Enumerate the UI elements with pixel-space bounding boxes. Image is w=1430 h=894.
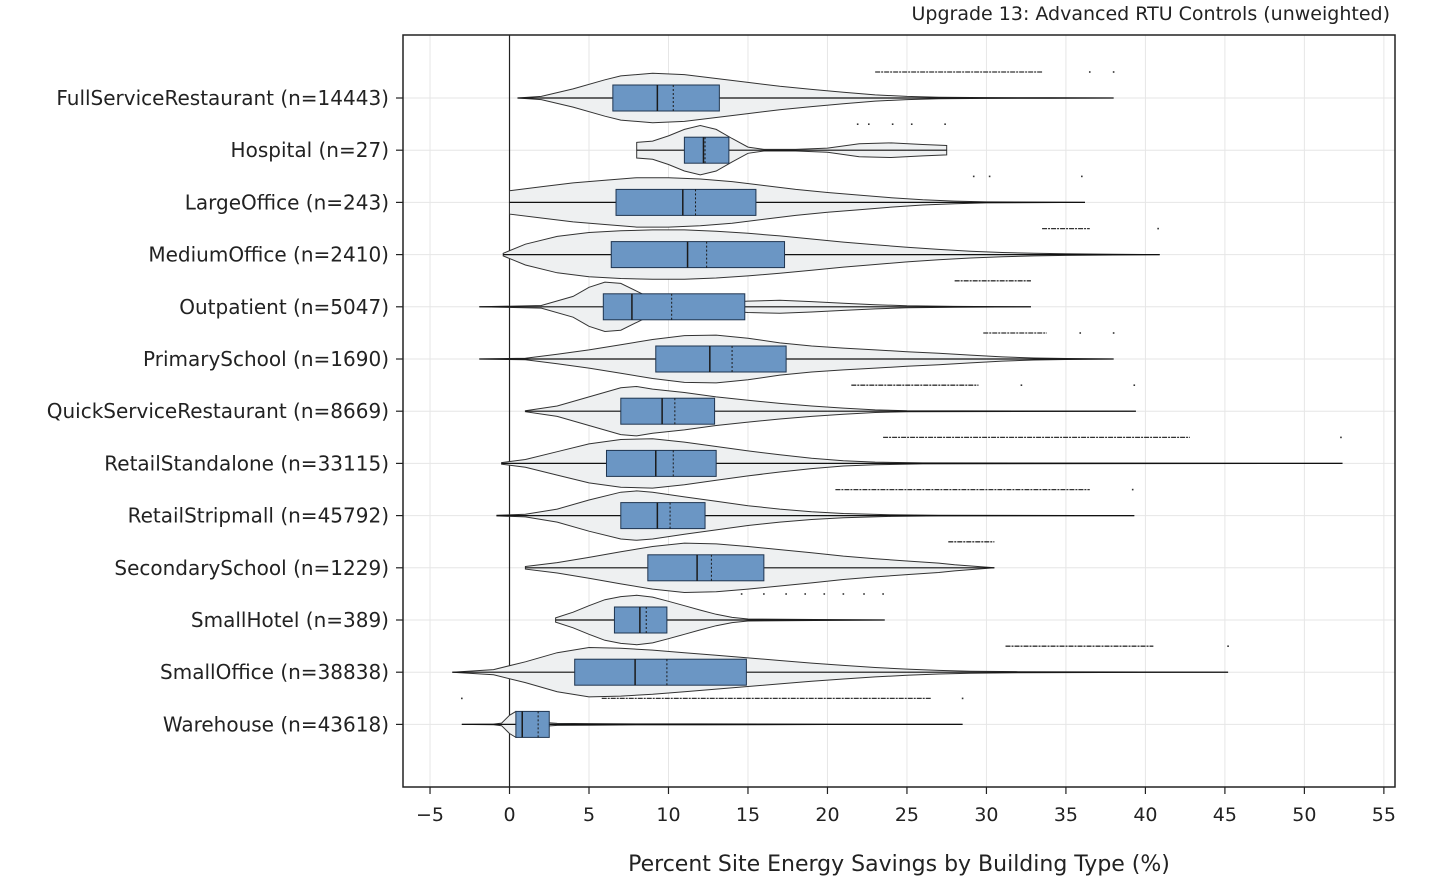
x-tick-label: −5 — [416, 804, 444, 826]
outlier-point — [910, 123, 913, 125]
iqr-box — [683, 136, 730, 164]
x-tick-label: 50 — [1292, 804, 1316, 826]
category-label: QuickServiceRestaurant (n=8669) — [47, 399, 389, 423]
outlier-point — [763, 593, 765, 595]
category-label: FullServiceRestaurant (n=14443) — [56, 86, 389, 110]
outlier-point — [1079, 332, 1082, 334]
y-axis: FullServiceRestaurant (n=14443) Hospital … — [47, 86, 403, 736]
outlier-point — [972, 175, 975, 178]
iqr-box — [610, 241, 786, 269]
category-label: SmallHotel (n=389) — [191, 608, 389, 632]
category-label: RetailStripmall (n=45792) — [128, 504, 389, 528]
outlier-point — [823, 593, 826, 595]
violin-group — [509, 175, 1086, 228]
outlier-point — [867, 123, 870, 125]
outlier-point — [1112, 71, 1115, 73]
category-label: PrimarySchool (n=1690) — [143, 347, 389, 371]
iqr-box — [613, 606, 668, 634]
violin-group — [502, 227, 1160, 280]
x-tick-label: 5 — [583, 804, 595, 826]
x-tick-label: 40 — [1133, 804, 1157, 826]
category-label: RetailStandalone (n=33115) — [104, 451, 389, 475]
outlier-point — [1088, 71, 1091, 73]
outlier-point — [1157, 227, 1159, 230]
category-label: LargeOffice (n=243) — [185, 190, 389, 214]
category-label: SmallOffice (n=38838) — [160, 660, 389, 684]
x-tick-label: 35 — [1054, 804, 1078, 826]
outlier-point — [461, 697, 463, 700]
iqr-box — [620, 502, 706, 530]
outlier-point — [863, 593, 865, 595]
violin-group — [501, 436, 1343, 489]
outlier-point — [944, 123, 946, 125]
violin-group — [452, 645, 1229, 698]
violin-group — [479, 332, 1115, 384]
outlier-point — [961, 697, 964, 700]
violins — [452, 71, 1343, 738]
x-tick-label: 25 — [895, 804, 919, 826]
outlier-point — [882, 593, 884, 595]
outlier-point — [1133, 384, 1136, 386]
outlier-point — [1131, 488, 1134, 491]
outlier-point — [740, 593, 743, 595]
x-tick-label: 30 — [974, 804, 998, 826]
violin-group — [461, 697, 964, 738]
x-axis: −5 0 5 10 15 20 25 30 35 40 45 50 55 — [416, 787, 1396, 826]
iqr-box — [620, 397, 716, 425]
category-label: SecondarySchool (n=1229) — [114, 556, 389, 580]
iqr-box — [605, 449, 717, 477]
iqr-box — [615, 188, 757, 216]
iqr-box — [612, 84, 720, 112]
plot-frame — [402, 34, 1396, 788]
outlier-point — [842, 593, 845, 595]
outlier-point — [1112, 332, 1115, 334]
x-tick-label: 20 — [815, 804, 839, 826]
chart-title: Upgrade 13: Advanced RTU Controls (unwei… — [912, 3, 1391, 25]
iqr-box — [515, 710, 550, 738]
x-tick-label: 0 — [503, 804, 515, 826]
x-tick-label: 45 — [1213, 804, 1237, 826]
outlier-point — [1081, 175, 1083, 178]
violin-group — [524, 541, 995, 594]
violin-group — [636, 123, 948, 176]
category-label: Hospital (n=27) — [231, 138, 389, 162]
violin-group — [517, 71, 1115, 124]
outlier-point — [804, 593, 807, 595]
iqr-box — [647, 554, 765, 582]
violin-group — [479, 280, 1031, 333]
category-label: Outpatient (n=5047) — [179, 295, 389, 319]
outlier-point — [785, 593, 787, 595]
x-tick-label: 55 — [1372, 804, 1396, 826]
outlier-point — [856, 123, 859, 125]
iqr-box — [655, 345, 787, 373]
iqr-box — [602, 293, 746, 321]
x-axis-label: Percent Site Energy Savings by Building … — [628, 852, 1170, 877]
outlier-point — [1020, 384, 1023, 386]
outlier-point — [1227, 645, 1229, 647]
iqr-box — [574, 658, 747, 686]
violin-group — [496, 488, 1135, 541]
category-label: Warehouse (n=43618) — [163, 712, 389, 736]
outlier-point — [1340, 436, 1342, 439]
x-tick-label: 15 — [736, 804, 760, 826]
violin-group — [555, 593, 885, 646]
x-tick-label: 10 — [656, 804, 680, 826]
outlier-point — [891, 123, 894, 125]
violin-group — [524, 384, 1136, 437]
outlier-point — [988, 175, 991, 178]
category-label: MediumOffice (n=2410) — [148, 243, 389, 267]
